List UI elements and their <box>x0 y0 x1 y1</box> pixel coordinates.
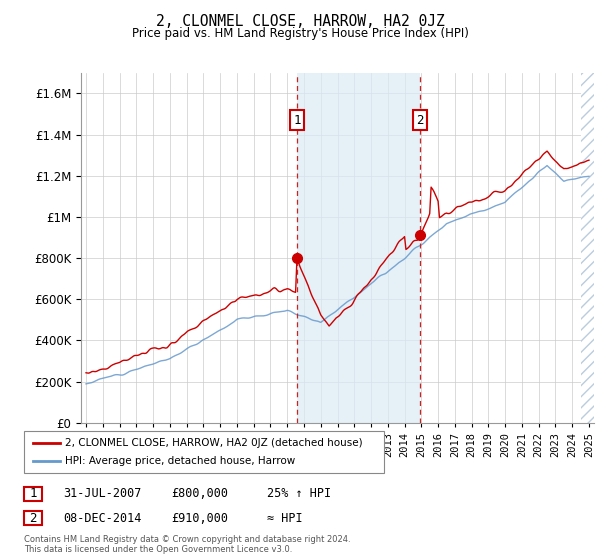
Text: 31-JUL-2007: 31-JUL-2007 <box>63 487 142 501</box>
Text: 2, CLONMEL CLOSE, HARROW, HA2 0JZ: 2, CLONMEL CLOSE, HARROW, HA2 0JZ <box>155 14 445 29</box>
Text: £910,000: £910,000 <box>171 511 228 525</box>
Text: 25% ↑ HPI: 25% ↑ HPI <box>267 487 331 501</box>
Text: 08-DEC-2014: 08-DEC-2014 <box>63 511 142 525</box>
Text: 2: 2 <box>29 511 37 525</box>
Text: Contains HM Land Registry data © Crown copyright and database right 2024.: Contains HM Land Registry data © Crown c… <box>24 535 350 544</box>
Text: Price paid vs. HM Land Registry's House Price Index (HPI): Price paid vs. HM Land Registry's House … <box>131 27 469 40</box>
Bar <box>297 73 420 423</box>
Text: 1: 1 <box>29 487 37 501</box>
Text: This data is licensed under the Open Government Licence v3.0.: This data is licensed under the Open Gov… <box>24 545 292 554</box>
Text: 2, CLONMEL CLOSE, HARROW, HA2 0JZ (detached house): 2, CLONMEL CLOSE, HARROW, HA2 0JZ (detac… <box>65 438 362 448</box>
Text: £800,000: £800,000 <box>171 487 228 501</box>
Text: 1: 1 <box>293 114 301 127</box>
Text: HPI: Average price, detached house, Harrow: HPI: Average price, detached house, Harr… <box>65 456 295 466</box>
Text: ≈ HPI: ≈ HPI <box>267 511 302 525</box>
Text: 2: 2 <box>416 114 424 127</box>
Bar <box>581 73 598 423</box>
